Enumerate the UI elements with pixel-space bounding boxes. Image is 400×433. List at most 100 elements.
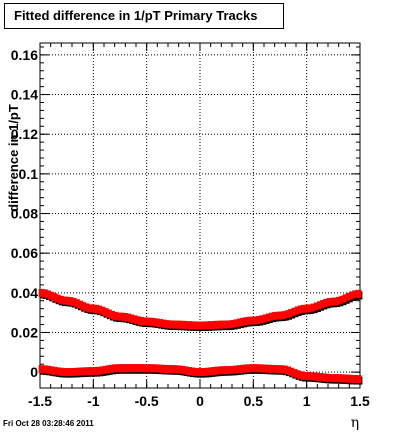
data-point <box>176 320 183 329</box>
data-point <box>345 374 352 383</box>
data-point <box>297 371 304 380</box>
x-tick-label: 1 <box>303 393 311 409</box>
y-tick-label: 0.12 <box>11 126 38 142</box>
data-point <box>317 301 323 310</box>
data-point <box>342 294 349 303</box>
data-point <box>262 364 269 373</box>
data-point <box>179 365 186 374</box>
data-point <box>115 364 122 373</box>
data-point <box>320 299 327 308</box>
data-point <box>96 305 103 314</box>
data-point <box>352 290 359 299</box>
data-point <box>128 364 135 373</box>
data-point <box>269 312 275 321</box>
data-point <box>265 364 272 373</box>
data-point <box>64 296 71 305</box>
data-point <box>141 317 147 326</box>
data-point <box>38 365 45 374</box>
data-point <box>166 320 173 329</box>
data-point <box>51 366 58 375</box>
data-point <box>304 372 311 381</box>
data-point <box>211 367 218 376</box>
data-point <box>109 364 115 373</box>
data-point <box>185 321 192 330</box>
data-point <box>173 365 179 374</box>
data-point <box>246 364 253 373</box>
data-point <box>118 312 125 321</box>
data-point <box>221 366 227 375</box>
data-point <box>160 319 167 328</box>
data-point <box>57 295 64 304</box>
data-point <box>201 321 208 330</box>
data-point <box>224 320 231 329</box>
data-point <box>182 366 189 375</box>
x-tick-label: -1.5 <box>28 393 52 409</box>
data-point <box>102 365 109 374</box>
data-point <box>208 367 215 376</box>
data-point <box>109 310 115 319</box>
data-point <box>211 320 218 329</box>
data-point <box>125 364 131 373</box>
data-point <box>163 365 170 374</box>
data-point <box>205 367 211 376</box>
data-point <box>118 364 125 373</box>
data-point <box>93 367 99 376</box>
data-point <box>67 368 74 377</box>
data-point <box>121 364 128 373</box>
data-point <box>61 296 67 305</box>
data-point <box>240 364 247 373</box>
data-point <box>249 316 256 325</box>
data-point <box>73 367 80 376</box>
data-point <box>166 365 173 374</box>
data-point <box>323 298 330 307</box>
data-point <box>237 365 243 374</box>
data-point <box>285 310 291 319</box>
data-point <box>173 320 179 329</box>
y-tick-label: 0.16 <box>11 47 38 63</box>
data-point <box>105 365 112 374</box>
data-point <box>105 309 112 318</box>
data-point <box>86 367 93 376</box>
data-point <box>185 367 192 376</box>
data-point <box>125 313 131 322</box>
data-point <box>73 299 80 308</box>
data-point <box>157 364 163 373</box>
x-tick-label: 1.5 <box>350 393 370 409</box>
data-point <box>134 316 141 325</box>
data-point <box>160 364 167 373</box>
data-point <box>48 291 55 300</box>
data-point <box>336 296 343 305</box>
x-tick-label: -0.5 <box>135 393 159 409</box>
data-point <box>301 304 307 313</box>
data-point <box>83 303 90 312</box>
data-series <box>38 288 363 385</box>
data-point <box>195 368 202 377</box>
data-point <box>38 288 45 297</box>
data-point <box>320 373 327 382</box>
x-tick-label: 0.5 <box>244 393 264 409</box>
data-point <box>329 374 336 383</box>
data-point <box>329 297 336 306</box>
y-tick-label: 0.14 <box>11 87 38 103</box>
data-point <box>144 317 151 326</box>
data-point <box>45 290 51 299</box>
data-point <box>285 366 291 375</box>
data-point <box>163 320 170 329</box>
x-tick-label: 0 <box>196 393 204 409</box>
data-point <box>349 291 355 300</box>
data-point <box>176 365 183 374</box>
data-point <box>45 365 51 374</box>
data-point <box>201 367 208 376</box>
data-point <box>227 320 234 329</box>
y-tick-label: 0 <box>30 364 38 380</box>
data-point <box>326 373 333 382</box>
data-point <box>313 302 320 311</box>
data-point <box>294 370 301 379</box>
data-point <box>99 366 106 375</box>
data-point <box>352 375 359 384</box>
data-point <box>77 367 83 376</box>
data-point <box>54 367 61 376</box>
x-tick-label: -1 <box>87 393 100 409</box>
data-point <box>214 366 221 375</box>
data-point <box>189 367 195 376</box>
